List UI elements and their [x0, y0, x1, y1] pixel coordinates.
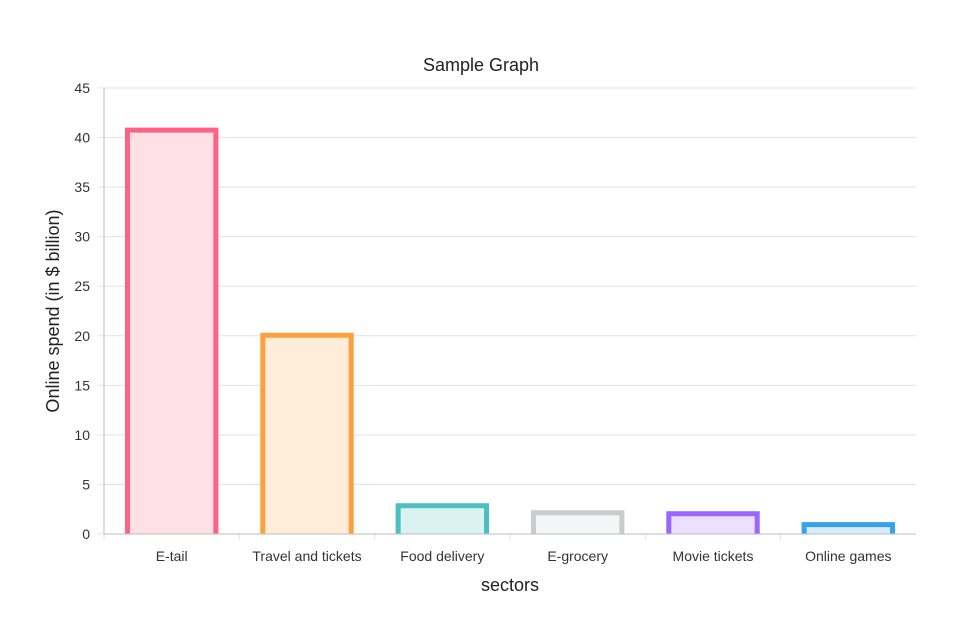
- x-tick-label: E-grocery: [547, 548, 608, 564]
- bar-border: [124, 127, 219, 534]
- y-tick-label: 35: [74, 179, 90, 195]
- gridlines: [98, 87, 916, 540]
- y-tick-label: 30: [74, 229, 90, 245]
- bar-border: [395, 503, 490, 534]
- x-tick-label: Travel and tickets: [252, 548, 361, 564]
- y-tick-labels: 0 5 10 15 20 25 30 35 40 45: [74, 80, 90, 542]
- bars: [124, 127, 896, 535]
- x-tick-label: Movie tickets: [673, 548, 754, 564]
- y-tick-label: 40: [74, 130, 90, 146]
- bar-border: [530, 510, 625, 534]
- y-tick-label: 25: [74, 278, 90, 294]
- y-axis-title: Online spend (in $ billion): [43, 209, 63, 412]
- x-tick-labels: E-tail Travel and tickets Food delivery E-g…: [156, 548, 892, 564]
- bar-movie-tickets: [666, 511, 760, 534]
- bar-border: [666, 511, 760, 534]
- chart-title: Sample Graph: [423, 55, 539, 75]
- y-tick-label: 10: [74, 427, 90, 443]
- bar-online-games: [801, 522, 896, 534]
- x-axis-title: sectors: [481, 575, 539, 595]
- y-tick-label: 15: [74, 377, 90, 393]
- x-tick-label: Food delivery: [400, 548, 484, 564]
- bar-travel-and-tickets: [260, 332, 354, 534]
- axes: [103, 88, 916, 535]
- bar-border: [801, 522, 896, 534]
- bar-food-delivery: [395, 503, 490, 534]
- x-tick-label: Online games: [805, 548, 891, 564]
- y-tick-label: 0: [82, 526, 90, 542]
- y-tick-label: 20: [74, 328, 90, 344]
- x-tick-label: E-tail: [156, 548, 188, 564]
- y-tick-label: 45: [74, 80, 90, 96]
- bar-e-grocery: [530, 510, 625, 534]
- y-tick-label: 5: [82, 476, 90, 492]
- bar-border: [260, 332, 354, 534]
- bar-e-tail: [124, 127, 219, 535]
